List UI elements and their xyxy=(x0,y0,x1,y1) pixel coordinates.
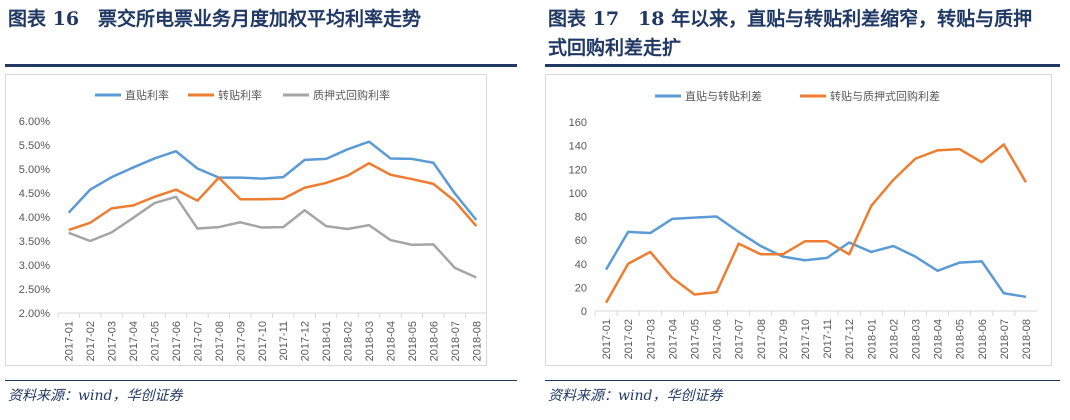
series-line-0 xyxy=(67,140,478,221)
y-tick-label: 4.50% xyxy=(19,188,50,200)
y-tick-label: 3.50% xyxy=(19,236,50,248)
y-tick-label: 160 xyxy=(569,117,587,129)
right-source: 资料来源：wind，华创证券 xyxy=(548,388,723,404)
x-tick-label: 2017-08 xyxy=(214,321,226,361)
x-tick-label: 2017-07 xyxy=(192,321,204,361)
series-line-2 xyxy=(68,195,477,279)
y-tick-label: 40 xyxy=(575,259,587,271)
y-tick-label: 2.50% xyxy=(19,284,50,296)
legend-label: 转贴与质押式回购利差 xyxy=(830,89,940,103)
x-tick-label: 2017-10 xyxy=(257,321,269,361)
legend-label: 转贴利率 xyxy=(218,88,262,102)
x-tick-label: 2017-09 xyxy=(235,321,247,361)
x-tick-label: 2017-02 xyxy=(623,319,635,359)
x-tick-label: 2018-06 xyxy=(428,321,440,361)
right-chart-title-line1: 图表 17 18 年以来，直贴与转贴利差缩窄，转贴与质押 xyxy=(548,8,1033,30)
x-tick-label: 2018-08 xyxy=(471,321,483,361)
x-tick-label: 2017-02 xyxy=(85,321,97,361)
legend-label: 质押式回购利率 xyxy=(313,88,390,102)
x-tick-label: 2017-08 xyxy=(756,319,768,359)
left-chart: 2.00% 2.50% 3.00% 3.50% 4.00% 4.50% 5.00% 5.50%… xyxy=(19,88,487,361)
right-chart-frame xyxy=(545,74,1052,366)
right-footer-rule xyxy=(545,380,1060,381)
x-tick-label: 2018-05 xyxy=(407,321,419,361)
series-line-1 xyxy=(604,143,1028,304)
left-title-rule xyxy=(5,64,517,67)
x-tick-label: 2017-03 xyxy=(645,319,657,359)
x-tick-label: 2017-12 xyxy=(844,319,856,359)
left-chart-title: 图表 16 票交所电票业务月度加权平均利率走势 xyxy=(8,8,422,30)
y-tick-label: 60 xyxy=(575,235,587,247)
x-tick-label: 2018-07 xyxy=(999,319,1011,359)
x-tick-label: 2018-01 xyxy=(866,319,878,359)
x-tick-label: 2018-04 xyxy=(385,321,397,361)
right-chart: 0 20 40 60 80 100 120 140 160 2017-01 2017-02 2017-… xyxy=(569,89,1037,359)
x-tick-label: 2017-03 xyxy=(107,321,119,361)
y-tick-label: 5.50% xyxy=(19,140,50,152)
x-tick-label: 2017-10 xyxy=(800,319,812,359)
x-tick-label: 2017-12 xyxy=(300,321,312,361)
left-chart-frame xyxy=(5,74,487,366)
series-line-1 xyxy=(68,161,478,232)
y-tick-label: 120 xyxy=(569,164,587,176)
y-tick-label: 6.00% xyxy=(19,116,50,128)
x-tick-label: 2017-04 xyxy=(128,321,140,361)
x-tick-label: 2018-03 xyxy=(910,319,922,359)
legend-label: 直贴与转贴利差 xyxy=(685,89,762,103)
x-tick-label: 2018-07 xyxy=(450,321,462,361)
x-tick-label: 2017-06 xyxy=(712,319,724,359)
x-tick-label: 2017-05 xyxy=(689,319,701,359)
x-tick-label: 2018-04 xyxy=(933,319,945,359)
y-tick-label: 80 xyxy=(575,212,587,224)
legend-label: 直贴利率 xyxy=(125,88,169,102)
y-tick-label: 2.00% xyxy=(19,308,50,320)
x-tick-label: 2017-04 xyxy=(667,319,679,359)
x-tick-label: 2017-07 xyxy=(734,319,746,359)
x-tick-label: 2017-01 xyxy=(64,321,76,361)
x-tick-label: 2017-11 xyxy=(278,321,290,361)
y-tick-label: 0 xyxy=(581,306,587,318)
x-tick-label: 2018-02 xyxy=(888,319,900,359)
series-line-0 xyxy=(604,215,1027,299)
right-title-rule xyxy=(545,64,1060,67)
x-tick-label: 2018-05 xyxy=(955,319,967,359)
x-tick-label: 2017-09 xyxy=(778,319,790,359)
y-tick-label: 100 xyxy=(569,188,587,200)
x-tick-label: 2017-05 xyxy=(150,321,162,361)
x-tick-label: 2018-03 xyxy=(364,321,376,361)
y-tick-label: 4.00% xyxy=(19,212,50,224)
y-tick-label: 3.00% xyxy=(19,260,50,272)
y-tick-label: 5.00% xyxy=(19,164,50,176)
y-tick-label: 140 xyxy=(569,141,587,153)
left-source: 资料来源：wind，华创证券 xyxy=(8,388,183,404)
x-tick-label: 2017-11 xyxy=(822,319,834,359)
right-chart-title-line2: 式回购利差走扩 xyxy=(548,37,682,59)
left-footer-rule xyxy=(5,380,517,381)
x-tick-label: 2018-08 xyxy=(1021,319,1033,359)
x-tick-label: 2017-06 xyxy=(171,321,183,361)
x-tick-label: 2018-06 xyxy=(977,319,989,359)
x-tick-label: 2018-02 xyxy=(343,321,355,361)
y-tick-label: 20 xyxy=(575,282,587,294)
x-tick-label: 2017-01 xyxy=(601,319,613,359)
x-tick-label: 2018-01 xyxy=(321,321,333,361)
